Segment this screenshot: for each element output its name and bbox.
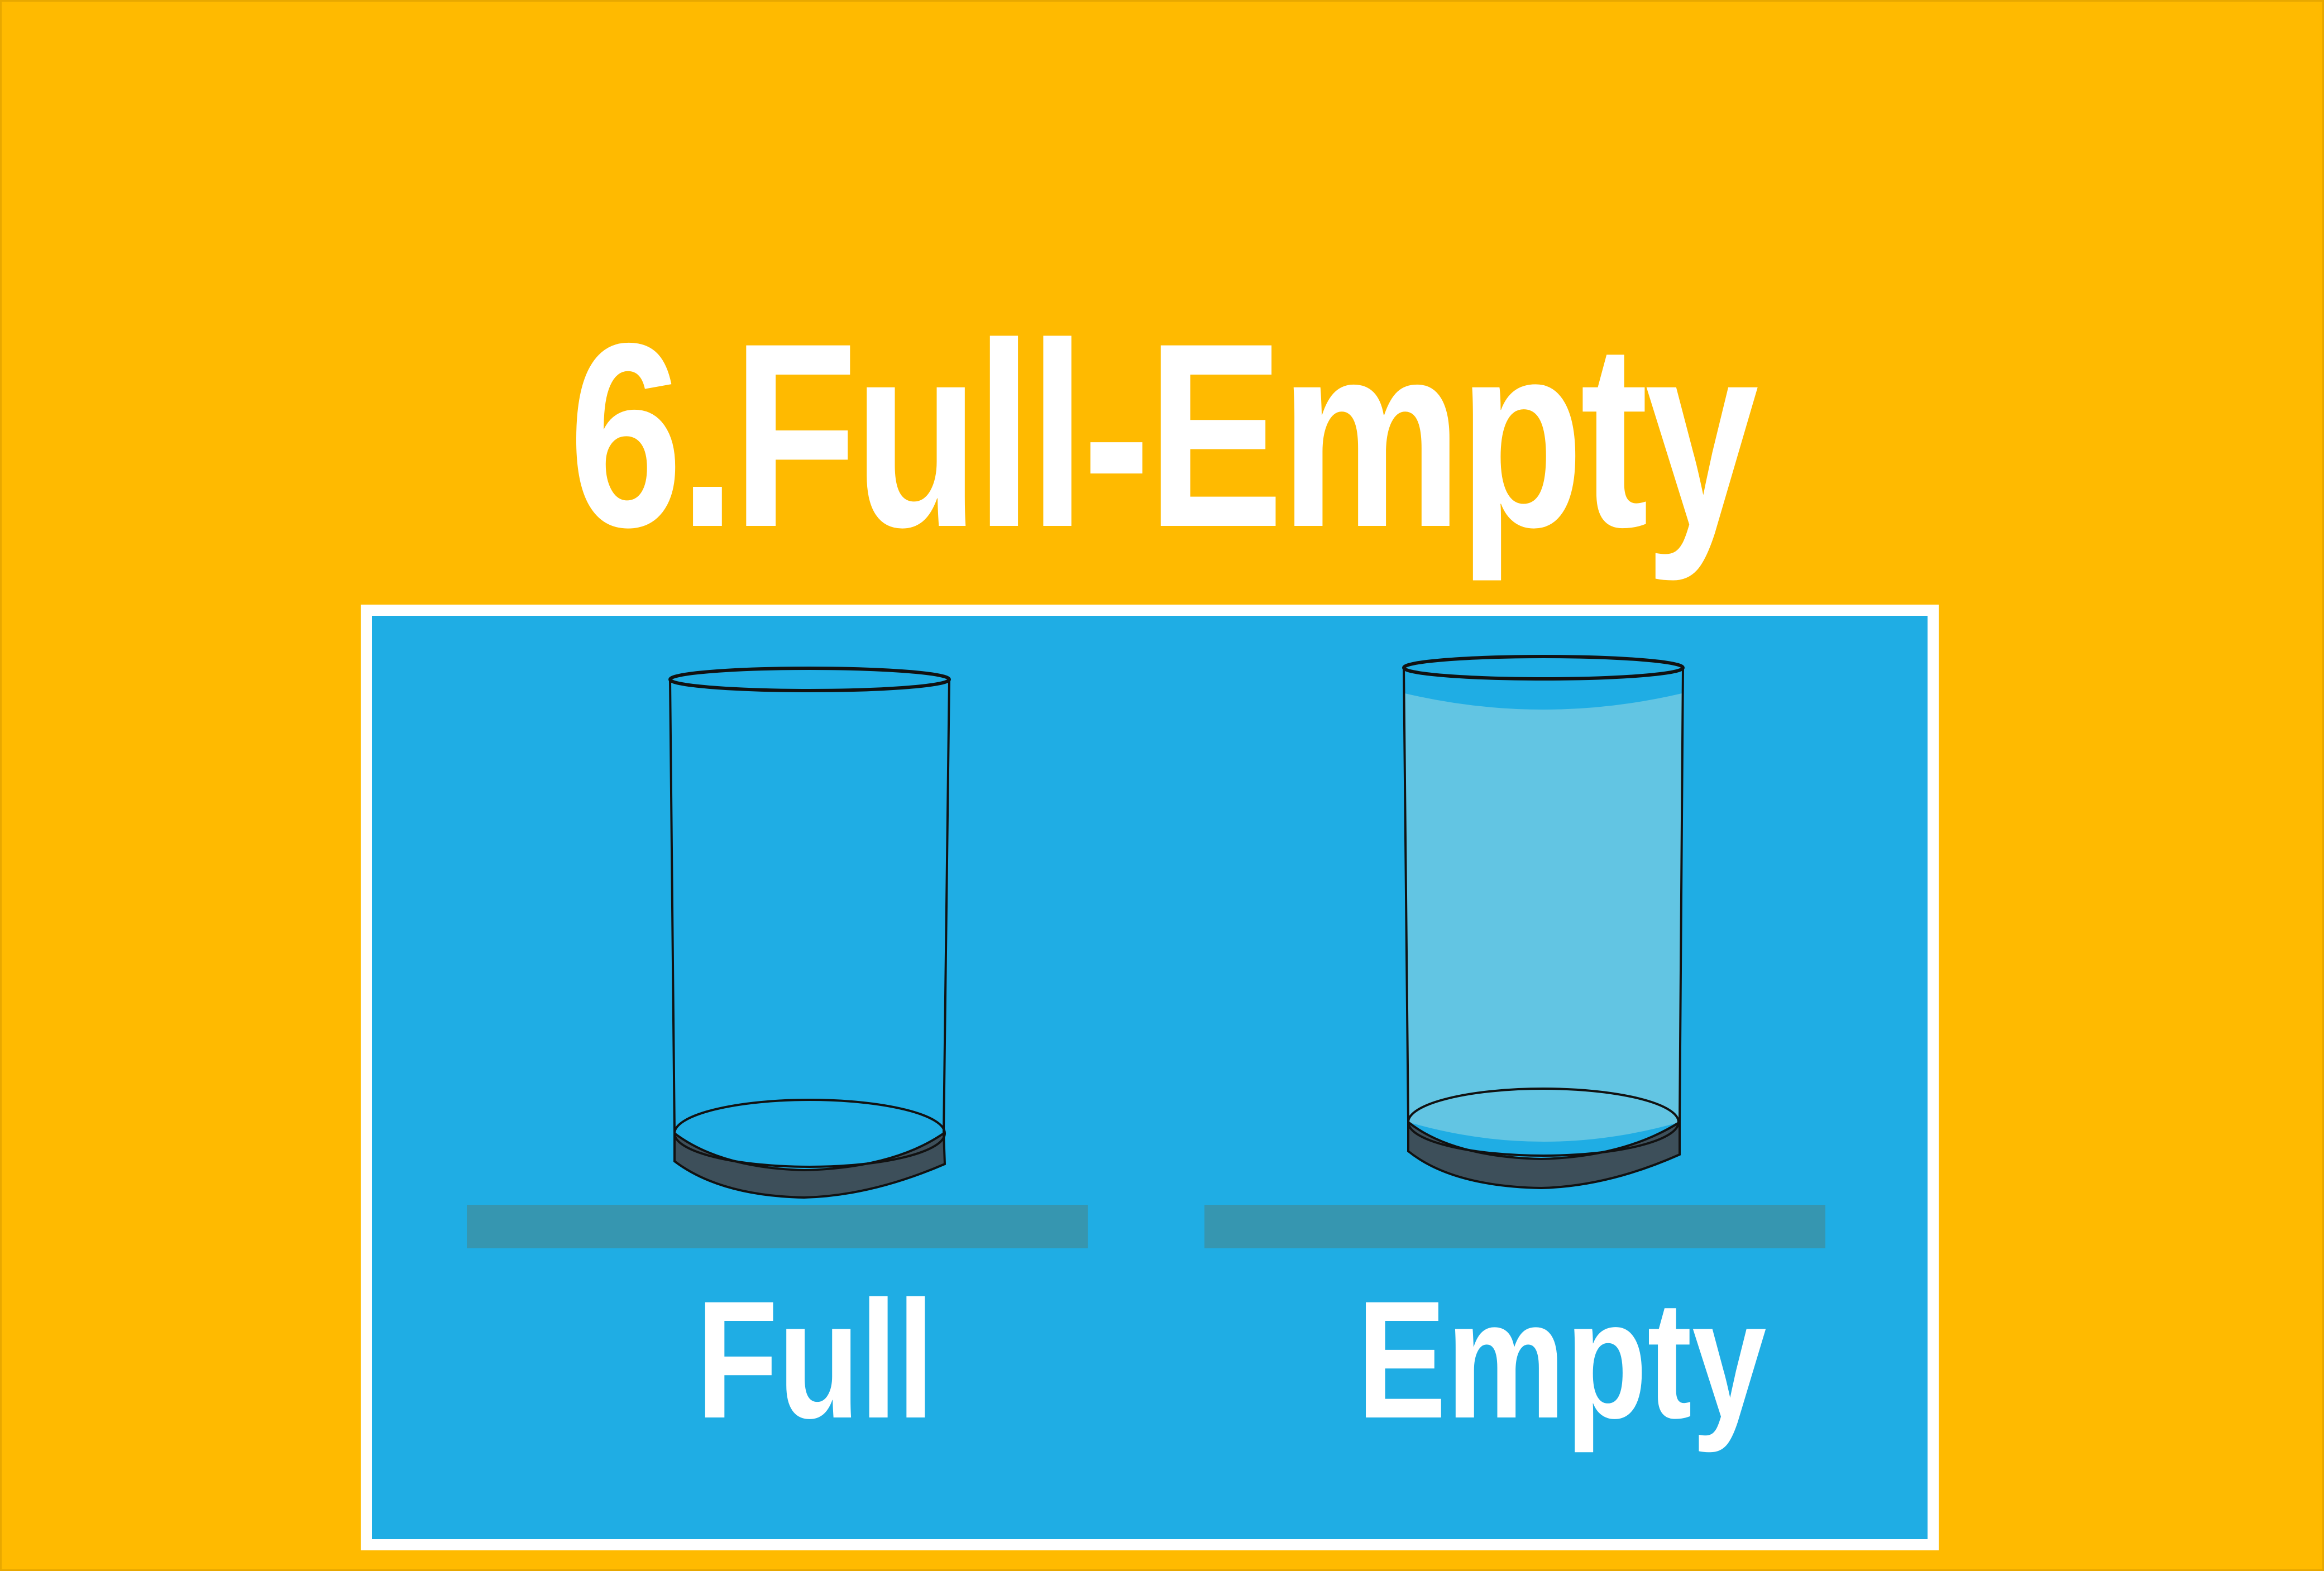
- right-glass-icon: [1402, 655, 1685, 1190]
- page-title: 6.Full-Empty: [568, 289, 1759, 582]
- label-full: Full: [696, 1266, 935, 1453]
- right-shelf: [1204, 1205, 1825, 1248]
- label-empty: Empty: [1357, 1266, 1767, 1453]
- left-shelf: [467, 1205, 1088, 1248]
- left-glass-icon: [668, 667, 951, 1199]
